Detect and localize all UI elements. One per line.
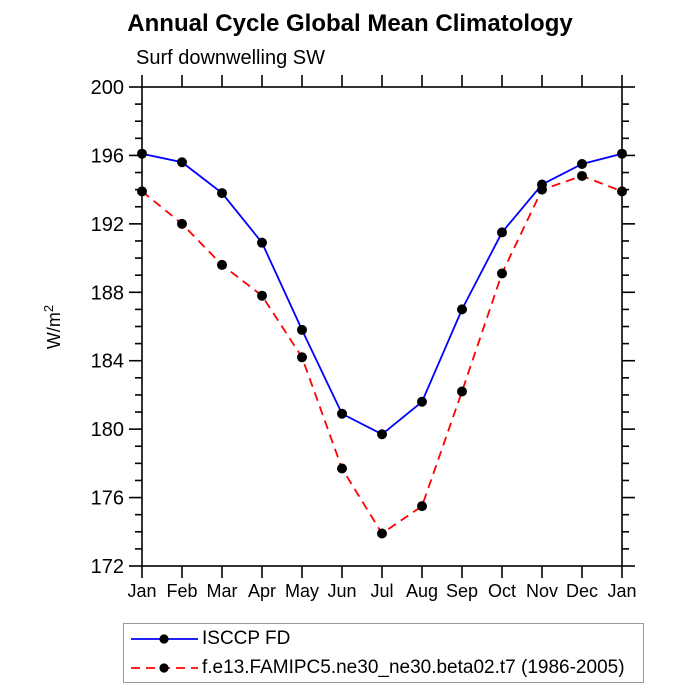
y-tick-label: 192 <box>91 214 124 236</box>
x-tick-label: Jan <box>607 581 636 601</box>
chart-subtitle: Surf downwelling SW <box>136 47 325 69</box>
legend-item-model: f.e13.FAMIPC5.ne30_ne30.beta02.t7 (1986-… <box>128 654 625 682</box>
x-tick-label: Mar <box>207 581 238 601</box>
data-point-marker <box>257 290 267 301</box>
legend: ISCCP FD f.e13.FAMIPC5.ne30_ne30.beta02.… <box>123 623 644 683</box>
y-tick-label: 184 <box>91 351 124 373</box>
x-tick-label: May <box>285 581 319 601</box>
legend-item-isccp: ISCCP FD <box>128 625 290 653</box>
data-point-marker <box>217 188 227 199</box>
data-point-marker <box>297 324 307 335</box>
data-point-marker <box>177 157 187 168</box>
data-point-marker <box>417 396 427 407</box>
data-point-marker <box>337 408 347 419</box>
legend-sample-dashed-line-icon <box>131 663 198 673</box>
data-point-marker <box>617 186 627 197</box>
legend-label-isccp: ISCCP FD <box>202 628 291 649</box>
chart-title: Annual Cycle Global Mean Climatology <box>127 10 573 37</box>
x-tick-label: Apr <box>248 581 276 601</box>
data-point-marker <box>137 148 147 159</box>
data-point-marker <box>297 352 307 363</box>
data-point-marker <box>617 148 627 159</box>
data-point-marker <box>497 268 507 279</box>
y-tick-label: 176 <box>91 488 124 510</box>
legend-sample-solid-line-icon <box>131 634 198 644</box>
x-tick-label: Oct <box>488 581 516 601</box>
x-tick-label: Sep <box>446 581 478 601</box>
x-tick-label: Jun <box>327 581 356 601</box>
x-tick-label: Jul <box>370 581 393 601</box>
series-line-1 <box>141 174 623 535</box>
series-line-0 <box>141 152 623 436</box>
x-tick-label: Feb <box>166 581 197 601</box>
y-tick-label: 172 <box>91 556 124 578</box>
data-point-marker <box>217 259 227 270</box>
data-point-marker <box>577 170 587 181</box>
legend-label-model: f.e13.FAMIPC5.ne30_ne30.beta02.t7 (1986-… <box>202 657 625 678</box>
data-point-marker <box>377 528 387 539</box>
x-tick-label: Jan <box>127 581 156 601</box>
data-point-marker <box>417 501 427 512</box>
x-tick-label: Dec <box>566 581 598 601</box>
data-point-marker <box>577 158 587 169</box>
y-axis-title: W/m2 <box>41 305 64 349</box>
data-point-marker <box>377 429 387 440</box>
data-point-marker <box>497 227 507 238</box>
x-tick-label: Nov <box>526 581 558 601</box>
plot-frame <box>141 86 623 567</box>
y-tick-label: 196 <box>91 145 124 167</box>
data-point-marker <box>137 186 147 197</box>
data-point-marker <box>457 304 467 315</box>
y-tick-label: 180 <box>91 419 124 441</box>
x-tick-label: Aug <box>406 581 438 601</box>
data-point-marker <box>457 386 467 397</box>
data-point-marker <box>537 184 547 195</box>
y-tick-label: 188 <box>91 282 124 304</box>
data-point-marker <box>257 237 267 248</box>
y-tick-label: 200 <box>91 77 124 99</box>
data-point-marker <box>337 463 347 474</box>
data-point-marker <box>177 218 187 229</box>
